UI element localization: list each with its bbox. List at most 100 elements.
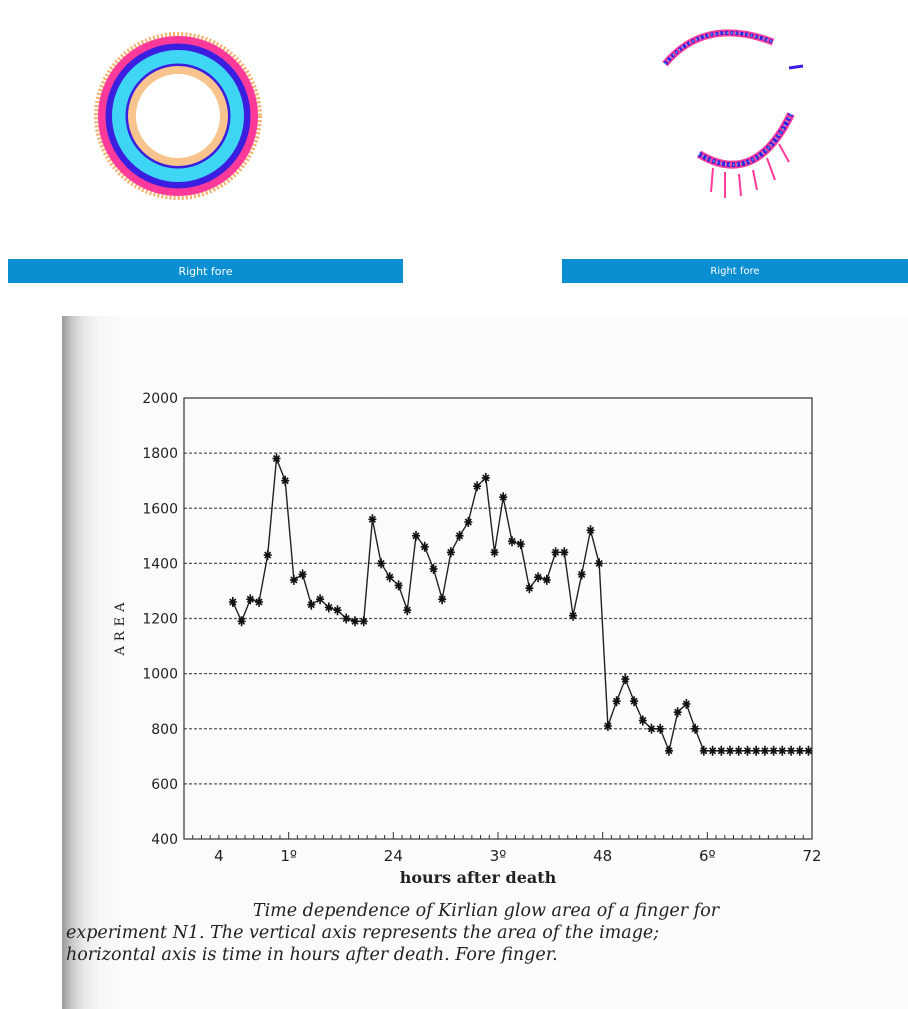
x-tick-label: 6º [699,847,716,865]
data-point-marker [403,605,412,616]
panel-caption-label: Right fore [178,264,233,278]
data-point-marker [551,547,560,558]
data-point-marker [577,569,586,580]
y-tick-label: 600 [151,777,178,793]
data-point-marker [412,530,420,541]
data-point-marker [603,721,612,731]
data-point-marker [455,530,464,541]
y-tick-label: 1000 [142,667,178,683]
data-point-marker [726,745,734,756]
y-axis-label: AREA [113,597,128,656]
marker-layer [228,453,813,756]
data-point-marker [333,605,342,616]
data-point-marker [298,569,307,580]
data-point-marker [673,707,682,718]
series-line [232,458,809,754]
y-tick-layer: 400 600 800 1000 1200 1400 1600 1800 2000 [142,391,178,848]
data-point-marker [359,616,368,627]
data-point-marker [263,550,272,561]
kirlian-glow-image-left [90,30,270,210]
caption-line: experiment N1. The vertical axis represe… [66,923,660,943]
x-tick-label: 3º [490,847,507,865]
data-point-marker [699,745,708,756]
data-point-marker [377,558,386,569]
data-point-marker [473,481,482,492]
data-point-marker [429,563,438,574]
data-point-marker [569,610,577,621]
data-point-marker [272,453,281,464]
data-point-marker [665,745,673,756]
data-point-marker [464,517,473,527]
data-point-marker [656,723,665,734]
x-axis-label: hours after death [400,868,557,887]
data-point-marker [778,745,787,756]
data-point-marker [752,745,761,756]
data-point-marker [316,594,325,605]
x-tick-layer: 4 1º 24 3º 48 6º 72 [183,832,822,865]
data-point-marker [717,745,726,756]
data-point-marker [508,536,516,547]
data-point-marker [490,547,499,558]
data-point-marker [525,583,534,594]
data-point-marker [769,745,778,756]
data-point-marker [542,574,551,585]
data-point-marker [246,594,255,605]
y-tick-label: 1800 [142,446,178,462]
data-point-marker [237,616,246,627]
data-point-marker [516,539,525,550]
x-tick-label: 1º [280,847,297,865]
data-point-marker [534,572,543,583]
data-point-marker [638,715,647,726]
data-point-marker [481,472,490,483]
data-point-marker [420,541,429,552]
y-tick-label: 800 [151,722,178,738]
data-point-marker [324,602,333,613]
data-point-marker [446,547,455,558]
data-point-marker [691,723,700,734]
data-point-marker [787,745,796,756]
data-point-marker [307,599,316,610]
data-point-marker [743,745,752,756]
y-tick-label: 1200 [142,612,178,628]
panel-caption-bar: Right fore [8,259,403,283]
data-point-marker [255,597,263,607]
y-tick-label: 1400 [142,556,178,572]
grid-layer [184,452,812,785]
data-point-marker [351,616,359,627]
data-point-marker [734,745,743,756]
y-tick-label: 400 [151,832,178,848]
data-point-marker [804,745,813,756]
caption-line: horizontal axis is time in hours after d… [66,945,558,965]
x-tick-label: 72 [802,847,821,865]
data-point-marker [385,572,394,583]
data-point-marker [281,475,290,486]
x-tick-label: 4 [214,847,224,865]
data-point-marker [228,597,237,607]
data-point-marker [289,574,298,585]
x-tick-label: 48 [593,847,612,865]
panel-caption-label: Right fore [710,265,760,277]
data-point-marker [682,698,691,709]
y-tick-label: 2000 [142,391,178,407]
area-over-time-chart: 400 600 800 1000 1200 1400 1600 1800 2000 4 1º 24 3… [113,391,822,887]
data-point-marker [342,613,351,624]
data-point-marker [438,594,447,605]
data-point-marker [795,745,804,756]
data-point-marker [368,514,377,525]
figure-caption: Time dependence of Kirlian glow area of … [66,900,826,966]
scanned-figure-page: 400 600 800 1000 1200 1400 1600 1800 2000 4 1º 24 3… [62,316,908,1009]
data-point-marker [394,580,403,591]
data-point-marker [621,674,630,685]
x-tick-label: 24 [384,847,403,865]
panel-caption-bar: Right fore [562,259,908,283]
data-point-marker [499,492,508,503]
y-tick-label: 1600 [142,501,178,517]
data-point-marker [595,558,604,569]
data-point-marker [760,745,769,756]
caption-line: Time dependence of Kirlian glow area of … [252,901,720,921]
kirlian-glow-image-right [655,8,815,218]
data-point-marker [708,745,717,756]
data-point-marker [612,696,621,707]
data-point-marker [630,696,639,707]
data-point-marker [586,525,595,536]
